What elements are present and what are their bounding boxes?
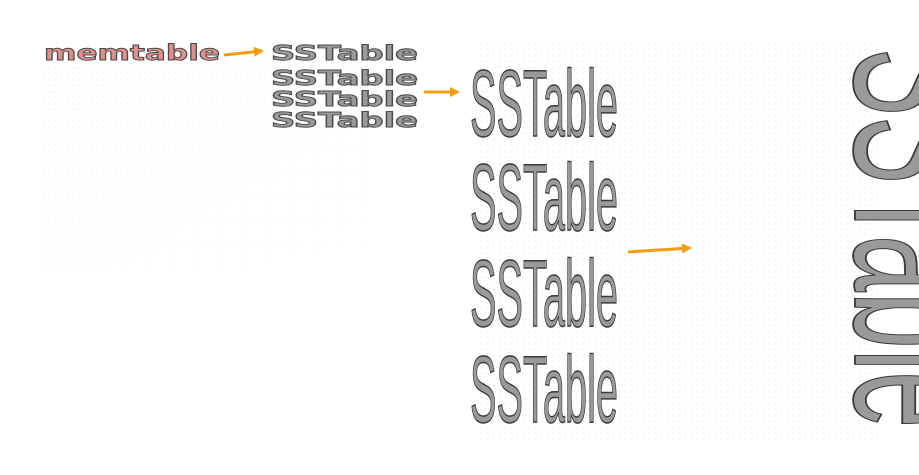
level2-sstable-2: SSTable (470, 144, 618, 250)
arrow-level2-to-level3 (627, 243, 692, 254)
level3-sstable-group: SSTable (814, 48, 919, 429)
level1-sstable-1: SSTable (271, 41, 418, 65)
level1-sstable-4: SSTable (271, 108, 418, 132)
background-texture (40, 40, 880, 440)
level3-sstable: SSTable (814, 48, 919, 428)
level2-sstable-1: SSTable (470, 50, 618, 156)
level2-sstable-4: SSTable (470, 336, 618, 442)
level2-sstables: SSTable SSTable SSTable SSTable (469, 50, 618, 443)
level1-sstable-3: SSTable (271, 87, 418, 111)
level1-sstables: SSTable SSTable SSTable SSTable (271, 41, 419, 133)
memtable-label: memtable (44, 41, 220, 65)
level2-sstable-3: SSTable (470, 240, 618, 346)
arrow-memtable-to-level1 (223, 46, 264, 57)
level1-sstable-2: SSTable (271, 66, 418, 90)
